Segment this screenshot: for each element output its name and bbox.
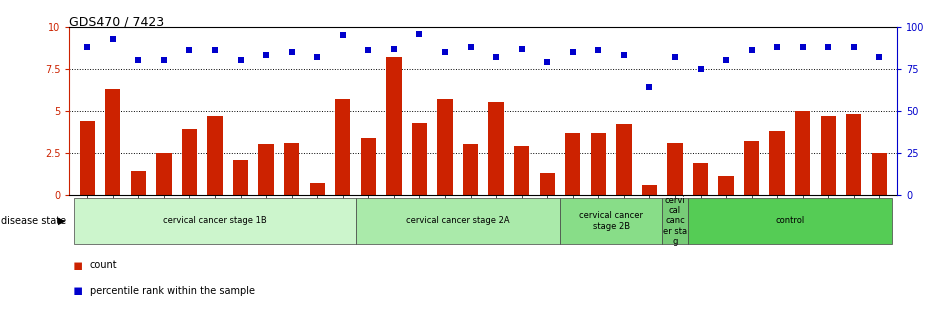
Text: cervical cancer stage 1B: cervical cancer stage 1B [163, 216, 267, 225]
Point [591, 48, 606, 53]
Bar [438, 99, 452, 195]
Point [182, 48, 197, 53]
Text: cervi
cal
canc
er sta
g: cervi cal canc er sta g [663, 196, 687, 246]
Point [105, 36, 120, 41]
Point [310, 54, 325, 60]
Point [361, 48, 376, 53]
Point [820, 44, 835, 50]
Bar [514, 146, 529, 195]
Text: GDS470 / 7423: GDS470 / 7423 [69, 15, 165, 28]
Bar [130, 171, 146, 195]
Point [156, 58, 171, 63]
Point [872, 54, 887, 60]
Point [616, 53, 631, 58]
Point [642, 85, 657, 90]
Bar [361, 138, 376, 195]
Bar [412, 123, 427, 195]
Text: count: count [90, 260, 117, 270]
Point [233, 58, 248, 63]
Bar [539, 173, 555, 195]
Bar [105, 89, 120, 195]
Bar [462, 144, 478, 195]
Bar [488, 102, 504, 195]
Bar [75, 198, 355, 244]
Point [336, 33, 351, 38]
Bar [796, 111, 810, 195]
Point [796, 44, 810, 50]
Point [284, 49, 299, 55]
Bar [693, 163, 709, 195]
Text: control: control [775, 216, 805, 225]
Bar [560, 198, 662, 244]
Point [488, 54, 503, 60]
Bar [642, 185, 657, 195]
Bar [335, 99, 351, 195]
Bar [871, 153, 887, 195]
Bar [387, 57, 401, 195]
Point [438, 49, 452, 55]
Point [540, 59, 555, 65]
Bar [667, 143, 683, 195]
Point [259, 53, 274, 58]
Point [207, 48, 222, 53]
Bar [565, 133, 580, 195]
Text: ▪: ▪ [72, 283, 82, 298]
Point [412, 31, 426, 36]
Bar [846, 114, 861, 195]
Point [668, 54, 683, 60]
Bar [662, 198, 687, 244]
Point [719, 58, 734, 63]
Bar [80, 121, 95, 195]
Bar [207, 116, 223, 195]
Bar [770, 131, 784, 195]
Bar [156, 153, 171, 195]
Bar [233, 160, 248, 195]
Bar [355, 198, 560, 244]
Bar [182, 129, 197, 195]
Text: cervical cancer
stage 2B: cervical cancer stage 2B [579, 211, 643, 230]
Text: percentile rank within the sample: percentile rank within the sample [90, 286, 254, 296]
Point [565, 49, 580, 55]
Text: disease state: disease state [1, 216, 66, 226]
Point [846, 44, 861, 50]
Bar [258, 144, 274, 195]
Bar [591, 133, 606, 195]
Point [745, 48, 759, 53]
Text: ▪: ▪ [72, 258, 82, 273]
Point [80, 44, 94, 50]
Point [387, 46, 401, 51]
Text: ▶: ▶ [58, 216, 66, 226]
Point [514, 46, 529, 51]
Bar [744, 141, 759, 195]
Point [693, 66, 708, 72]
Point [131, 58, 146, 63]
Bar [284, 143, 300, 195]
Bar [310, 183, 325, 195]
Point [770, 44, 784, 50]
Bar [616, 124, 632, 195]
Bar [820, 116, 836, 195]
Bar [687, 198, 892, 244]
Text: cervical cancer stage 2A: cervical cancer stage 2A [406, 216, 510, 225]
Bar [719, 176, 734, 195]
Point [463, 44, 478, 50]
